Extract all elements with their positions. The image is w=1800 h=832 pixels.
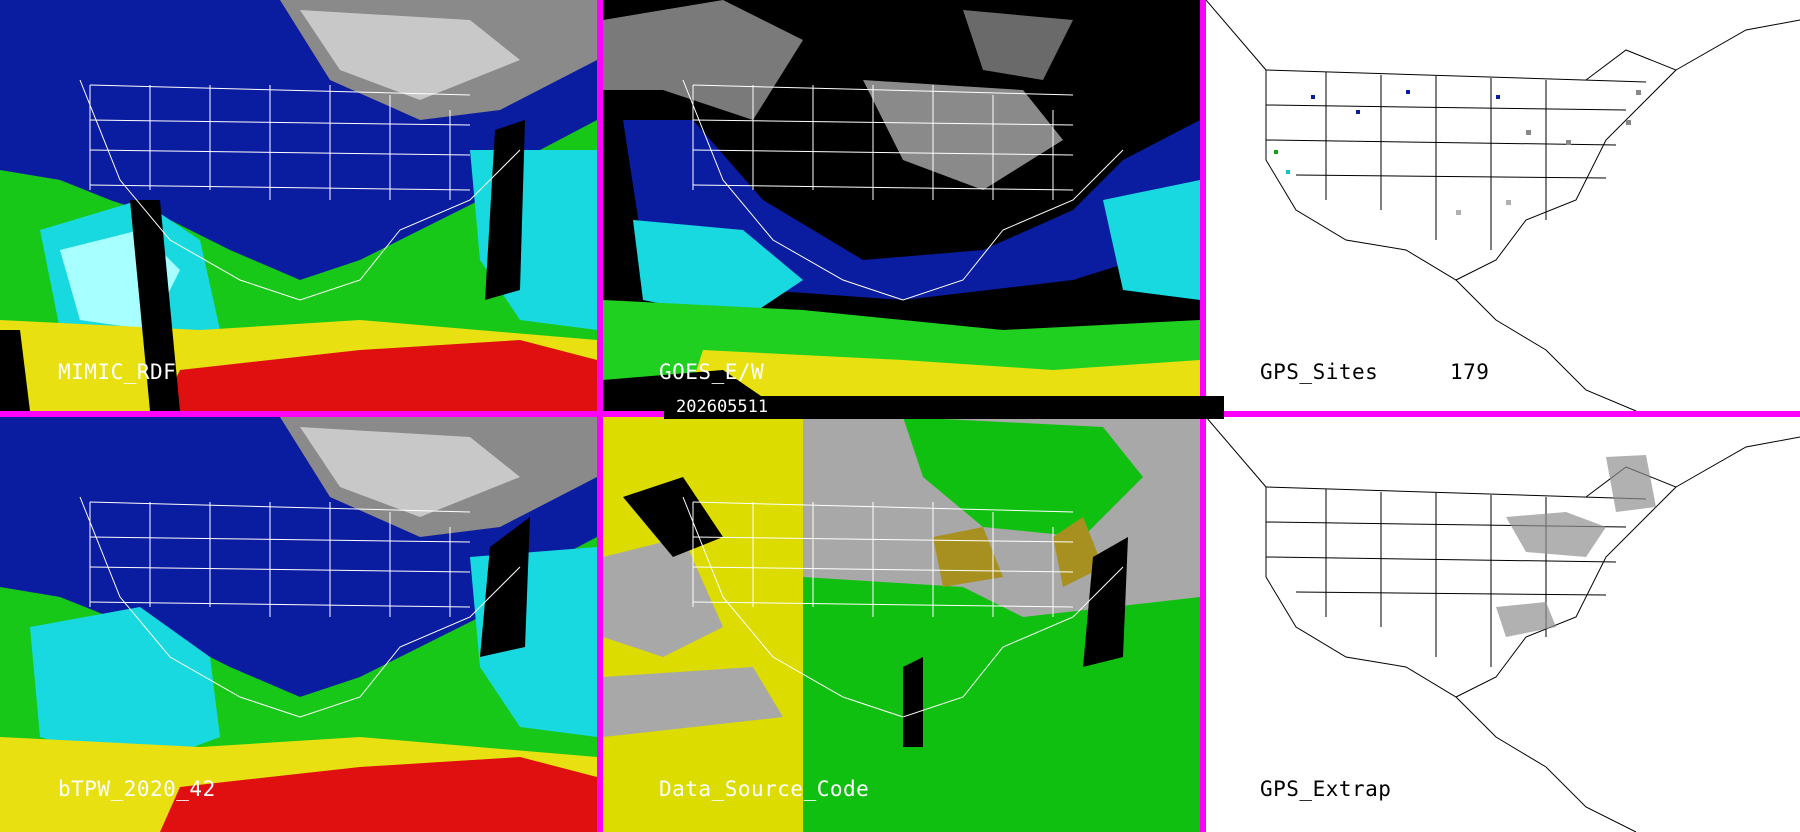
extrap-region-gulf [1496, 602, 1556, 637]
panel-goes-ew[interactable]: GOES_E/W [603, 0, 1200, 411]
tpw-map-goes [603, 0, 1200, 411]
panel-label-data-source-code: Data_Source_Code [659, 777, 870, 801]
gps-site-markers [1274, 90, 1641, 215]
panel-label-goes-ew: GOES_E/W [659, 360, 765, 384]
panel-btpw[interactable]: bTPW_2020_42 [0, 417, 597, 832]
tpw-map-btpw [0, 417, 597, 832]
panel-gps-sites[interactable]: GPS_Sites 179 [1206, 0, 1800, 411]
data-source-map [603, 417, 1200, 832]
panel-mimic-rdf[interactable]: MIMIC_RDF [0, 0, 597, 411]
gps-sites-count: 179 [1450, 360, 1490, 384]
timestamp-bar: 202605511 [664, 396, 1224, 419]
gps-extrap-map [1206, 417, 1800, 832]
panel-label-gps-extrap: GPS_Extrap [1260, 777, 1392, 801]
panel-gps-extrap[interactable]: GPS_Extrap [1206, 417, 1800, 832]
extrap-region-newengland [1606, 455, 1656, 512]
panel-label-btpw: bTPW_2020_42 [58, 777, 216, 801]
panel-label-mimic-rdf: MIMIC_RDF [58, 360, 177, 384]
extrap-region-northeast [1506, 512, 1606, 557]
tpw-map-mimic [0, 0, 597, 411]
gps-sites-map [1206, 0, 1800, 411]
panel-label-gps-sites: GPS_Sites [1260, 360, 1379, 384]
panel-data-source-code[interactable]: Data_Source_Code [603, 417, 1200, 832]
